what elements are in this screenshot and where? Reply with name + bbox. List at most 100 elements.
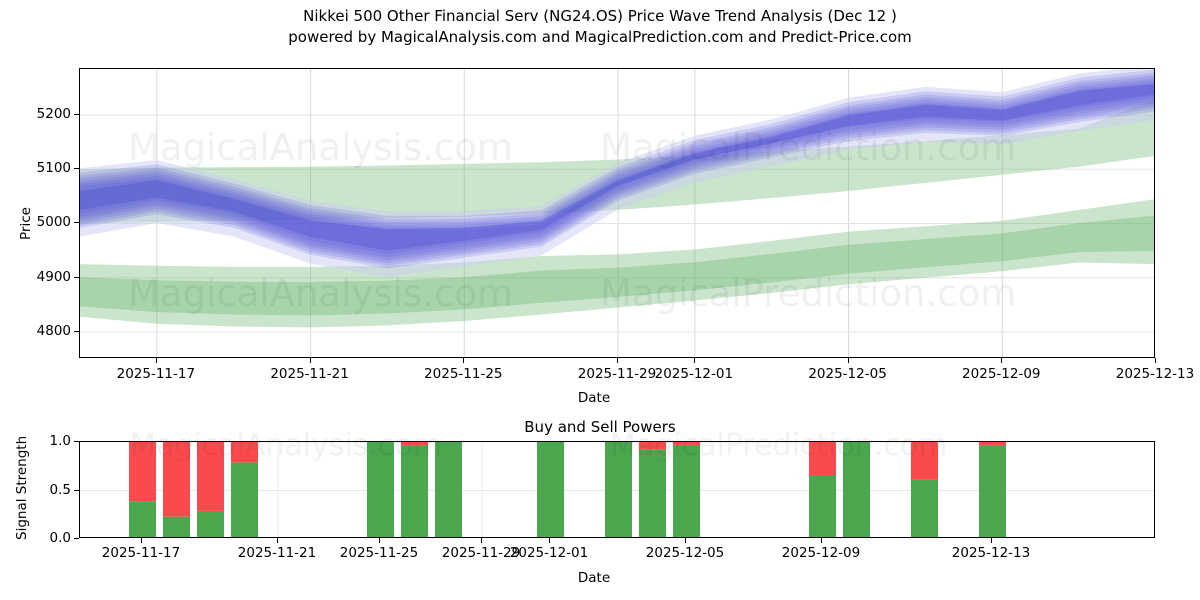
- price-y-axis-label: Price: [18, 207, 34, 240]
- sell-power-bar: [163, 442, 190, 517]
- buy-power-bar: [163, 516, 190, 537]
- buy-power-bar: [979, 445, 1006, 537]
- price-x-tick-label: 2025-11-25: [424, 366, 503, 382]
- bar-group: [979, 442, 1006, 537]
- buy-power-bar: [435, 442, 462, 537]
- sell-power-bar: [129, 442, 156, 502]
- price-x-axis-label: Date: [577, 390, 611, 406]
- price-x-tick-label: 2025-11-17: [116, 366, 196, 382]
- bars-chart-title: Buy and Sell Powers: [524, 418, 676, 436]
- signal-y-tick-label: 1.0: [49, 433, 71, 449]
- bar-group: [401, 442, 428, 537]
- signal-x-tick-label: 2025-11-17: [101, 545, 181, 561]
- price-y-tick-label: 5200: [36, 106, 71, 123]
- signal-y-axis-label: Signal Strength: [14, 435, 30, 540]
- sell-power-bar: [809, 442, 836, 475]
- price-x-tick-mark: [617, 358, 618, 363]
- sell-power-bar: [911, 442, 938, 480]
- price-x-tick-label: 2025-12-09: [962, 366, 1041, 382]
- page-title: Nikkei 500 Other Financial Serv (NG24.OS…: [0, 6, 1200, 48]
- price-x-tick-label: 2025-11-29: [577, 366, 657, 382]
- signal-x-tick-mark: [277, 538, 278, 543]
- bar-group: [639, 442, 666, 537]
- signal-x-tick-label: 2025-12-01: [509, 545, 589, 561]
- signal-y-tick-mark: [74, 489, 79, 491]
- price-x-tick-mark: [1155, 358, 1156, 363]
- price-x-tick-label: 2025-12-13: [1115, 366, 1195, 382]
- signal-x-tick-mark: [685, 538, 686, 543]
- price-y-tick-mark: [74, 276, 79, 278]
- signal-x-tick-label: 2025-12-05: [645, 545, 725, 561]
- signal-x-tick-mark: [141, 538, 142, 543]
- bar-group: [435, 442, 462, 537]
- buy-power-bar: [129, 501, 156, 537]
- sell-power-bar: [197, 442, 224, 511]
- bar-group: [809, 442, 836, 537]
- buy-sell-powers-chart: [79, 441, 1155, 538]
- price-x-tick-mark: [463, 358, 465, 363]
- signal-x-tick-mark: [991, 538, 992, 543]
- title-line-2: powered by MagicalAnalysis.com and Magic…: [288, 28, 912, 46]
- signal-x-tick-mark: [481, 538, 482, 543]
- bar-group: [537, 442, 564, 537]
- signal-x-tick-label: 2025-11-21: [237, 545, 317, 561]
- buy-power-bar: [639, 449, 666, 537]
- buy-power-bar: [537, 442, 564, 537]
- sell-power-bar: [231, 442, 258, 463]
- price-y-tick-label: 4900: [36, 268, 71, 285]
- bar-group: [231, 442, 258, 537]
- signal-y-tick-mark: [74, 538, 79, 539]
- signal-x-tick-mark: [549, 538, 550, 543]
- buy-power-bar: [401, 445, 428, 537]
- signal-x-tick-label: 2025-11-29: [441, 545, 521, 561]
- buy-power-bar: [843, 442, 870, 537]
- price-wave-plot: [80, 69, 1154, 357]
- buy-power-bar: [197, 510, 224, 537]
- buy-power-bar: [911, 479, 938, 537]
- signal-x-tick-label: 2025-12-13: [951, 545, 1031, 561]
- sell-power-bar: [401, 442, 428, 446]
- sell-power-bar: [673, 442, 700, 445]
- signal-x-axis-label: Date: [577, 570, 611, 586]
- price-wave-chart: [79, 68, 1155, 358]
- buy-sell-powers-plot: [80, 442, 1154, 537]
- sell-power-bar: [979, 442, 1006, 446]
- bar-group: [197, 442, 224, 537]
- title-line-1: Nikkei 500 Other Financial Serv (NG24.OS…: [303, 7, 897, 25]
- buy-power-bar: [605, 442, 632, 537]
- price-y-tick-mark: [74, 114, 79, 116]
- signal-x-tick-label: 2025-12-09: [781, 545, 861, 561]
- price-y-tick-label: 5100: [36, 160, 71, 177]
- signal-y-tick-label: 0.0: [49, 530, 71, 546]
- bar-group: [911, 442, 938, 537]
- signal-x-tick-mark: [379, 538, 380, 543]
- price-y-tick-label: 4800: [36, 322, 71, 339]
- signal-x-tick-label: 2025-11-25: [339, 545, 419, 561]
- bar-group: [367, 442, 394, 537]
- buy-power-bar: [231, 462, 258, 537]
- price-x-tick-label: 2025-12-05: [808, 366, 887, 382]
- bar-group: [843, 442, 870, 537]
- price-x-tick-mark: [1001, 358, 1003, 363]
- price-x-tick-label: 2025-11-21: [270, 366, 349, 382]
- buy-power-bar: [673, 444, 700, 537]
- signal-y-tick-mark: [74, 441, 79, 442]
- buy-power-bar: [367, 442, 394, 537]
- bar-group: [605, 442, 632, 537]
- price-y-tick-mark: [74, 222, 79, 224]
- sell-power-bar: [639, 442, 666, 450]
- price-x-tick-mark: [155, 358, 157, 363]
- signal-x-tick-mark: [821, 538, 822, 543]
- price-x-tick-mark: [309, 358, 311, 363]
- bar-group: [673, 442, 700, 537]
- bar-group: [163, 442, 190, 537]
- price-y-tick-mark: [74, 168, 79, 170]
- buy-power-bar: [809, 474, 836, 537]
- price-y-tick-label: 5000: [36, 214, 71, 231]
- bar-group: [129, 442, 156, 537]
- signal-y-tick-label: 0.5: [49, 481, 71, 498]
- price-x-tick-mark: [847, 358, 849, 363]
- price-y-tick-mark: [74, 330, 79, 332]
- price-x-tick-label: 2025-12-01: [654, 366, 734, 382]
